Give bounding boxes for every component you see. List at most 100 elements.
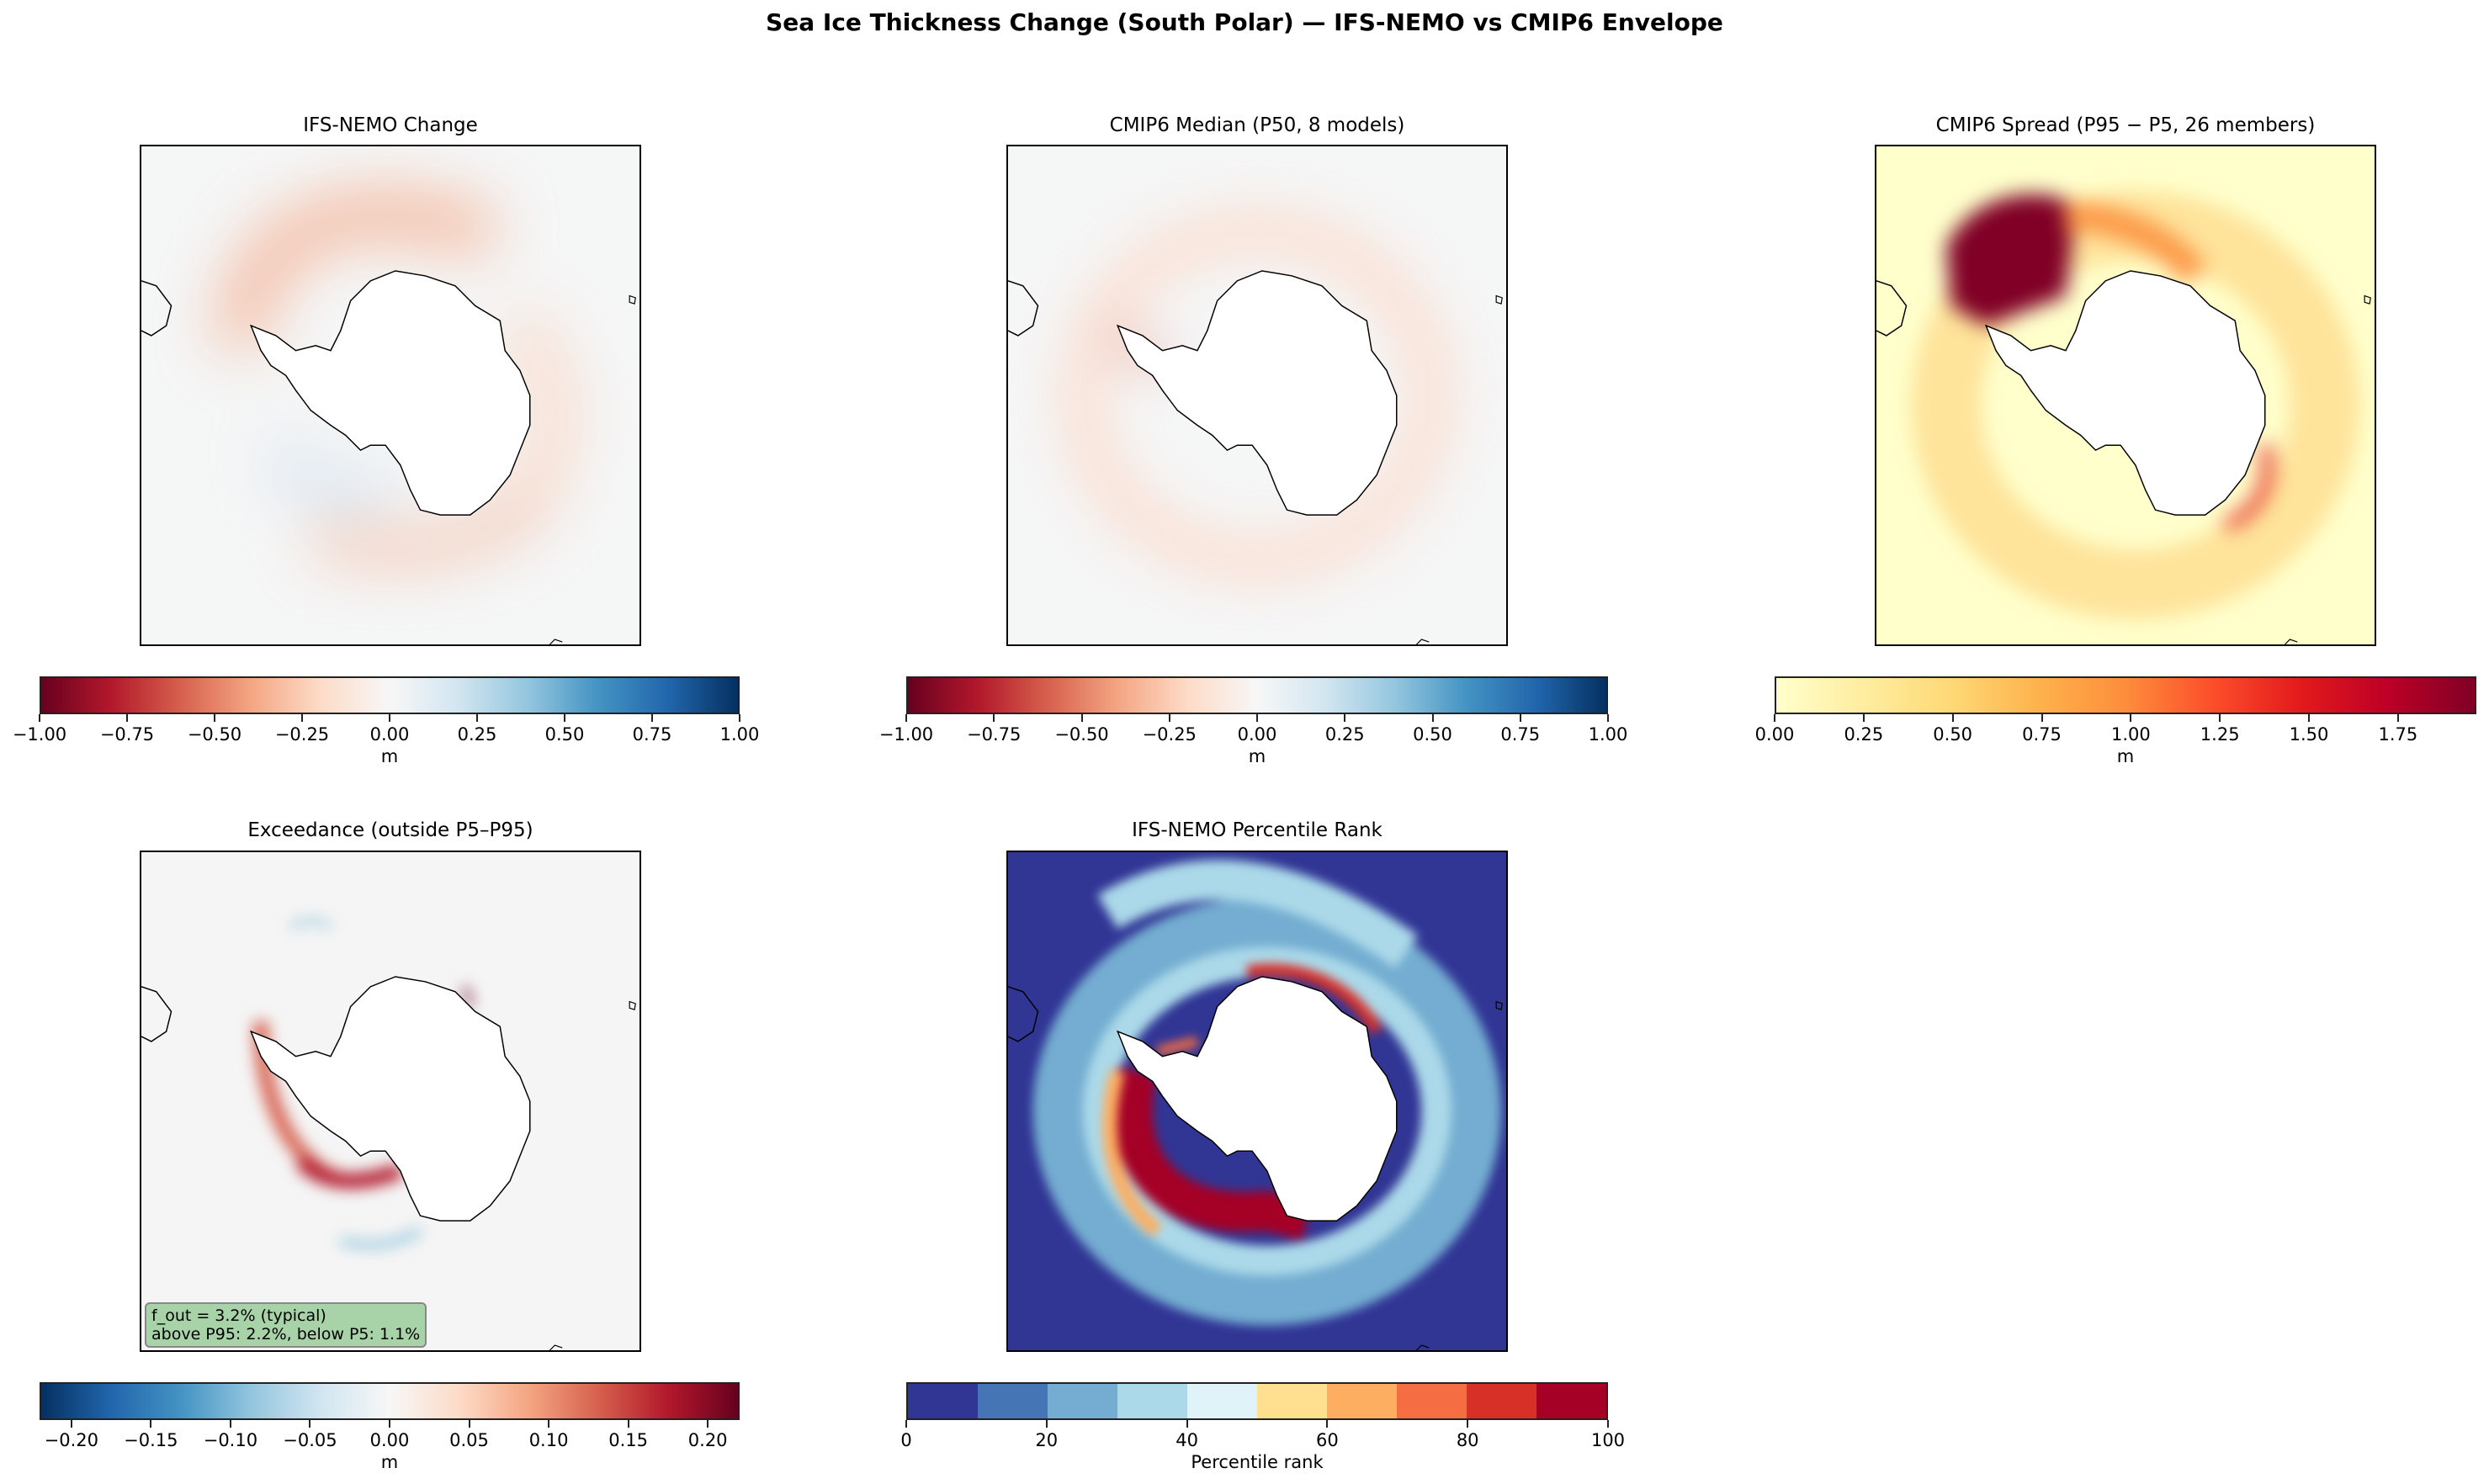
colorbar-tick bbox=[1186, 1420, 1188, 1428]
colorbar-tick bbox=[1519, 714, 1521, 722]
colorbar-tick bbox=[1951, 714, 1954, 722]
colorbar-tick-label: 0.20 bbox=[687, 1430, 728, 1450]
colorbar-tick bbox=[1431, 714, 1434, 722]
colorbar-tick-label: −1.00 bbox=[878, 724, 934, 745]
colorbar-tick bbox=[126, 714, 128, 722]
colorbar-tick-label: 0.15 bbox=[608, 1430, 648, 1450]
annotation-line-2: above P95: 2.2%, below P5: 1.1% bbox=[151, 1325, 421, 1344]
colorbar-label: m bbox=[2116, 746, 2135, 766]
colorbar-tick bbox=[1045, 1420, 1048, 1428]
panel-title-percentile-rank: IFS-NEMO Percentile Rank bbox=[1132, 819, 1382, 841]
colorbar-tick-label: −0.50 bbox=[1054, 724, 1109, 745]
island-coastline bbox=[549, 639, 563, 644]
colorbar-tick bbox=[627, 1420, 629, 1428]
south-america-coastline bbox=[1008, 280, 1039, 337]
colorbar-tick bbox=[2308, 714, 2311, 722]
annotation-line-1: f_out = 3.2% (typical) bbox=[151, 1306, 326, 1325]
panel-title-ifs-nemo-change: IFS-NEMO Change bbox=[303, 114, 478, 136]
colorbar-tick bbox=[309, 1420, 311, 1428]
colorbar-tick-label: −0.15 bbox=[124, 1430, 178, 1450]
colorbar-tick-label: 0.25 bbox=[1844, 724, 1884, 745]
colorbar-tick-label: −0.75 bbox=[967, 724, 1022, 745]
panel-title-cmip6-spread: CMIP6 Spread (P95 − P5, 26 members) bbox=[1935, 114, 2316, 136]
colorbar-tick-label: 1.00 bbox=[2110, 724, 2151, 745]
colorbar-label: m bbox=[1248, 746, 1266, 766]
colorbar-tick bbox=[1080, 714, 1083, 722]
colorbar-tick-label: −0.20 bbox=[44, 1430, 98, 1450]
island-coastline bbox=[629, 1000, 636, 1010]
colorbar-tick-label: 0.75 bbox=[632, 724, 672, 745]
colorbar-tick bbox=[2130, 714, 2132, 722]
colorbar-tick bbox=[548, 1420, 550, 1428]
colorbar-tick bbox=[707, 1420, 709, 1428]
colorbar-tick-label: −0.25 bbox=[1142, 724, 1197, 745]
colorbar-tick-label: 0.25 bbox=[1324, 724, 1365, 745]
antarctica-coastline bbox=[1116, 270, 1398, 516]
colorbar-tick-label: 40 bbox=[1176, 1430, 1198, 1450]
colorbar-tick-label: 0.00 bbox=[1237, 724, 1277, 745]
colorbar-tick-label: 0.00 bbox=[1754, 724, 1795, 745]
colorbar-tick bbox=[1168, 714, 1170, 722]
colorbar-tick bbox=[2041, 714, 2043, 722]
colorbar-tick-label: 0.75 bbox=[2022, 724, 2062, 745]
colorbar-tick bbox=[1467, 1420, 1469, 1428]
colorbar-tick-label: −0.10 bbox=[203, 1430, 258, 1450]
colorbar-tick-label: 0.50 bbox=[544, 724, 585, 745]
map-cmip6-median bbox=[1006, 145, 1508, 646]
colorbar-tick bbox=[1326, 1420, 1329, 1428]
colorbar-tick-label: −0.05 bbox=[283, 1430, 337, 1450]
antarctica-coastline bbox=[1984, 270, 2266, 516]
map-percentile-rank bbox=[1006, 851, 1508, 1352]
colorbar-tick bbox=[739, 714, 740, 722]
colorbar bbox=[1775, 676, 2476, 714]
colorbar-tick-label: 0.50 bbox=[1933, 724, 1973, 745]
colorbar-tick bbox=[301, 714, 303, 722]
colorbar-tick bbox=[214, 714, 215, 722]
colorbar-tick bbox=[905, 1420, 907, 1428]
island-coastline bbox=[2285, 639, 2298, 644]
panel-title-exceedance: Exceedance (outside P5–P95) bbox=[247, 819, 533, 841]
colorbar-tick bbox=[389, 714, 390, 722]
colorbar-tick-label: −0.25 bbox=[274, 724, 330, 745]
colorbar-tick bbox=[2396, 714, 2399, 722]
colorbar-tick bbox=[1256, 714, 1258, 722]
colorbar-tick-label: −0.75 bbox=[99, 724, 155, 745]
antarctica-coastline bbox=[249, 270, 531, 516]
colorbar-tick-label: 1.50 bbox=[2289, 724, 2329, 745]
colorbar-tick-label: 0.10 bbox=[528, 1430, 569, 1450]
colorbar-tick-label: −1.00 bbox=[12, 724, 67, 745]
colorbar-tick-label: −0.50 bbox=[187, 724, 242, 745]
island-coastline bbox=[1495, 1000, 1503, 1010]
colorbar-tick-label: 80 bbox=[1456, 1430, 1479, 1450]
colorbar-tick bbox=[1774, 714, 1775, 722]
colorbar-tick bbox=[905, 714, 907, 722]
colorbar-tick-label: 1.75 bbox=[2378, 724, 2418, 745]
figure-title: Sea Ice Thickness Change (South Polar) —… bbox=[766, 8, 1723, 36]
colorbar-tick bbox=[389, 1420, 390, 1428]
island-coastline bbox=[629, 294, 636, 305]
antarctica-coastline bbox=[1116, 976, 1398, 1222]
colorbar-tick bbox=[468, 1420, 470, 1428]
colorbar-tick bbox=[70, 1420, 72, 1428]
colorbar-tick-label: 1.00 bbox=[719, 724, 760, 745]
south-america-coastline bbox=[141, 280, 172, 337]
colorbar bbox=[906, 676, 1608, 714]
colorbar-tick-label: 0.75 bbox=[1500, 724, 1541, 745]
colorbar-tick bbox=[150, 1420, 152, 1428]
island-coastline bbox=[2364, 294, 2371, 305]
colorbar-tick-label: 1.25 bbox=[2200, 724, 2240, 745]
colorbar-tick-label: 100 bbox=[1590, 1430, 1626, 1450]
map-exceedance bbox=[140, 851, 641, 1352]
colorbar-tick-label: 0.50 bbox=[1413, 724, 1452, 745]
colorbar-tick bbox=[2219, 714, 2221, 722]
colorbar-tick bbox=[651, 714, 653, 722]
colorbar-tick bbox=[1862, 714, 1865, 722]
colorbar-tick-label: 20 bbox=[1035, 1430, 1059, 1450]
colorbar-tick bbox=[39, 714, 40, 722]
colorbar-tick-label: 0.00 bbox=[369, 724, 410, 745]
colorbar-tick-label: 1.00 bbox=[1588, 724, 1628, 745]
colorbar-tick bbox=[1607, 1420, 1609, 1428]
colorbar bbox=[40, 676, 740, 714]
colorbar-label: Percentile rank bbox=[1191, 1452, 1324, 1472]
